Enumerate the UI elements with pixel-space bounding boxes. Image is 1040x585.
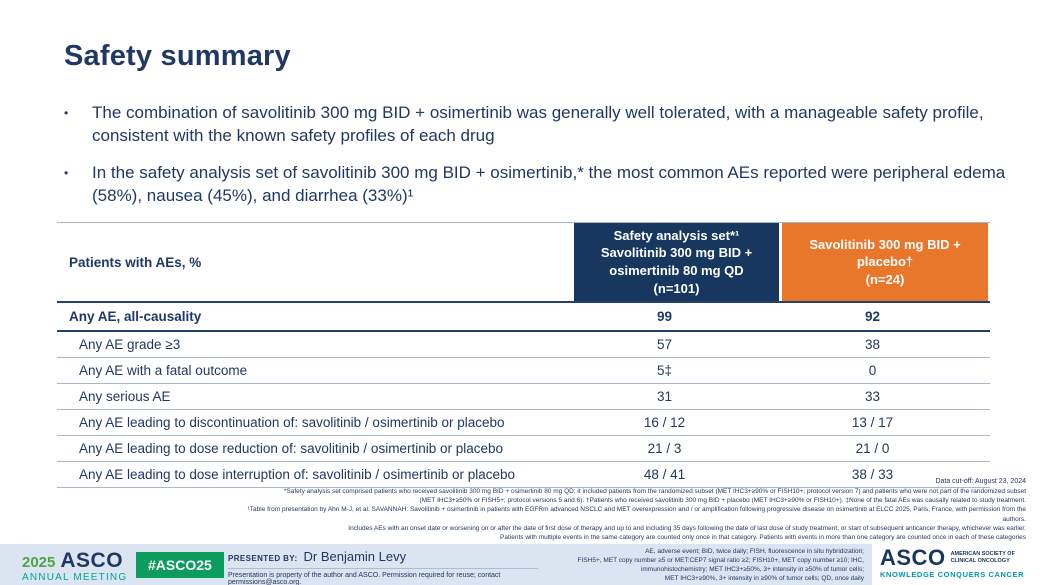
meeting-year: 2025 xyxy=(22,554,56,571)
footnote-line: Patients with multiple events in the sam… xyxy=(500,534,1026,542)
abbreviations-block: AE, adverse event; BID, twice daily; FIS… xyxy=(578,547,864,583)
abbreviation-line: FISH5+, MET copy number ≥5 or MET:CEP7 s… xyxy=(577,557,864,565)
row-value-arm1: 57 xyxy=(656,337,673,352)
presented-by-label: PRESENTED BY: xyxy=(228,554,298,563)
data-cutoff-note: Data cut-off: August 23, 2024 xyxy=(935,478,1026,485)
bullet-icon: • xyxy=(64,106,69,120)
asco-society-logo: ASCO AMERICAN SOCIETY OF CLINICAL ONCOLO… xyxy=(872,544,1040,585)
row-value-arm1: 99 xyxy=(656,309,673,324)
footer-band: 2025 ASCO ANNUAL MEETING #ASCO25 PRESENT… xyxy=(0,544,1040,585)
row-value-arm2: 0 xyxy=(868,363,877,378)
row-value-arm2: 13 / 17 xyxy=(851,415,894,430)
abbreviation-line: MET IHC3+≥90%, 3+ intensity in ≥90% of t… xyxy=(664,575,864,583)
ae-table: Patients with AEs, % Safety analysis set… xyxy=(57,222,990,488)
row-value-arm2: 38 / 33 xyxy=(851,467,894,482)
table-row: Any AE leading to dose interruption of: … xyxy=(57,462,990,488)
asco-wordmark: ASCO xyxy=(880,545,946,570)
row-label: Any AE, all-causality xyxy=(69,309,202,324)
row-value-arm2: 92 xyxy=(864,309,881,324)
table-row: Any AE leading to discontinuation of: sa… xyxy=(57,410,990,436)
footnote-line: (MET IHC3+≥50% or FISH5+; protocol versi… xyxy=(419,497,1026,505)
row-label: Any AE leading to dose interruption of: … xyxy=(79,467,516,482)
hashtag-badge: #ASCO25 xyxy=(136,552,224,578)
abbreviation-line: immunohistochemistry; MET IHC3+≥50%, 3+ … xyxy=(640,566,864,574)
row-value-arm1: 5‡ xyxy=(656,363,673,378)
row-value-arm1: 48 / 41 xyxy=(643,467,686,482)
row-value-arm1: 21 / 3 xyxy=(647,441,682,456)
row-label: Any serious AE xyxy=(79,389,171,404)
row-label: Any AE leading to dose reduction of: sav… xyxy=(79,441,503,456)
footnote-line: *Safety analysis set comprised patients … xyxy=(283,488,1026,495)
permission-note: Presentation is property of the author a… xyxy=(228,568,538,585)
footnote-block: *Safety analysis set comprised patients … xyxy=(226,487,1026,542)
asco-tagline: KNOWLEDGE CONQUERS CANCER xyxy=(880,569,1025,579)
table-header-savo-placebo: Savolitinib 300 mg BID + placebo† (n=24) xyxy=(782,223,988,301)
row-value-arm2: 33 xyxy=(864,389,881,404)
footnote-line: Includes AEs with an onset date or worse… xyxy=(348,524,1026,532)
table-row: Any AE, all-causality 99 92 xyxy=(57,301,990,332)
bullet-item: • In the safety analysis set of savoliti… xyxy=(64,161,1009,208)
footnote-line: ¹Table from presentation by Ahn M-J, et … xyxy=(247,506,1026,523)
row-label: Any AE with a fatal outcome xyxy=(79,363,248,378)
bullet-item: • The combination of savolitinib 300 mg … xyxy=(64,101,1009,148)
meeting-asco-wordmark: ASCO xyxy=(60,549,124,572)
row-label: Any AE grade ≥3 xyxy=(79,337,181,352)
row-value-arm1: 16 / 12 xyxy=(643,415,686,430)
presenter-block: PRESENTED BY: Dr Benjamin Levy Presentat… xyxy=(228,549,538,585)
table-row: Any AE leading to dose reduction of: sav… xyxy=(57,436,990,462)
table-row: Any AE grade ≥3 57 38 xyxy=(57,332,990,358)
bullet-list: • The combination of savolitinib 300 mg … xyxy=(64,101,1009,221)
table-header-row: Patients with AEs, % Safety analysis set… xyxy=(57,222,990,301)
bullet-text: The combination of savolitinib 300 mg BI… xyxy=(92,103,984,146)
row-value-arm1: 31 xyxy=(656,389,673,404)
row-value-arm2: 38 xyxy=(864,337,881,352)
row-value-arm2: 21 / 0 xyxy=(855,441,890,456)
table-header-patients: Patients with AEs, % xyxy=(57,223,574,301)
table-row: Any serious AE 31 33 xyxy=(57,384,990,410)
abbreviation-line: AE, adverse event; BID, twice daily; FIS… xyxy=(645,548,864,555)
page-title: Safety summary xyxy=(64,40,291,72)
asco-society-name: AMERICAN SOCIETY OF CLINICAL ONCOLOGY xyxy=(950,550,1015,564)
meeting-annual-label: ANNUAL MEETING xyxy=(22,572,128,583)
presenter-name: Dr Benjamin Levy xyxy=(303,549,407,564)
row-label: Any AE leading to discontinuation of: sa… xyxy=(79,415,505,430)
table-row: Any AE with a fatal outcome 5‡ 0 xyxy=(57,358,990,384)
table-header-savo-osi: Safety analysis set*¹ Savolitinib 300 mg… xyxy=(574,223,779,301)
bullet-icon: • xyxy=(64,165,69,180)
asco-annual-meeting-logo: 2025 ASCO ANNUAL MEETING xyxy=(22,550,127,583)
bullet-text: In the safety analysis set of savolitini… xyxy=(92,162,1006,206)
